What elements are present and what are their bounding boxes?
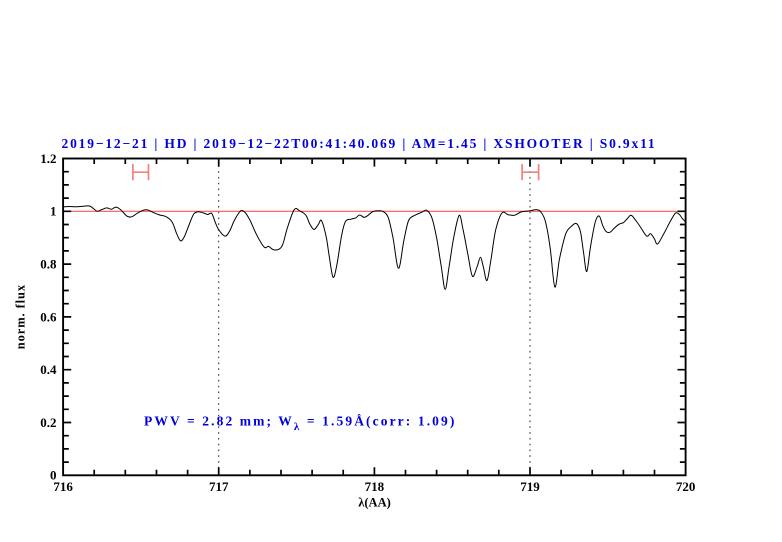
svg-text:2019−12−21 | HD | 2019−12−22T0: 2019−12−21 | HD | 2019−12−22T00:41:40.06… <box>62 136 657 151</box>
svg-text:0.8: 0.8 <box>40 257 57 272</box>
svg-text:λ(AA): λ(AA) <box>358 496 391 510</box>
svg-text:720: 720 <box>676 479 696 494</box>
svg-text:0.6: 0.6 <box>40 309 57 324</box>
svg-text:norm. flux: norm. flux <box>14 284 28 349</box>
svg-text:1: 1 <box>50 204 57 219</box>
svg-text:1.2: 1.2 <box>40 151 56 166</box>
svg-text:716: 716 <box>53 479 73 494</box>
svg-text:PWV = 2.82 mm; Wλ = 1.59Å(corr: PWV = 2.82 mm; Wλ = 1.59Å(corr: 1.09) <box>144 414 456 433</box>
svg-text:0.4: 0.4 <box>40 362 57 377</box>
svg-text:719: 719 <box>520 479 540 494</box>
svg-text:718: 718 <box>365 479 385 494</box>
svg-text:717: 717 <box>209 479 229 494</box>
svg-text:0.2: 0.2 <box>40 415 56 430</box>
svg-text:0: 0 <box>50 468 57 483</box>
